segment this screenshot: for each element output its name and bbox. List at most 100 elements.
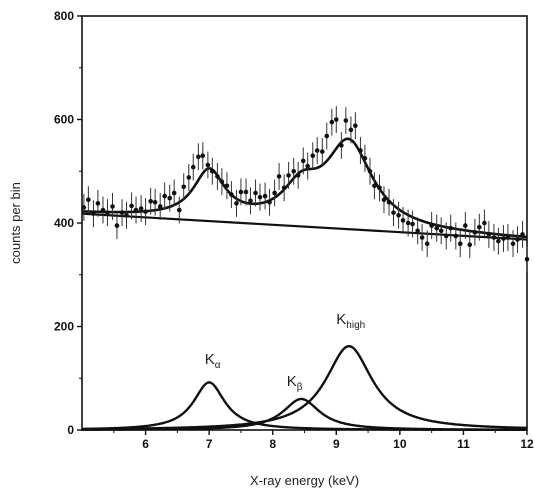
- data-point: [353, 123, 358, 129]
- data-point: [286, 173, 291, 178]
- data-point: [415, 228, 420, 234]
- data-point: [424, 241, 430, 246]
- data-point: [410, 221, 415, 227]
- plot-area: [81, 106, 530, 432]
- data-point: [124, 212, 129, 218]
- data-point: [200, 153, 206, 159]
- data-point: [386, 200, 392, 205]
- data-point: [133, 207, 139, 213]
- data-point: [272, 190, 277, 196]
- data-point: [329, 119, 335, 125]
- data-point: [434, 225, 440, 231]
- peak-label: Kα: [205, 351, 221, 371]
- data-point: [281, 185, 287, 191]
- data-point: [138, 206, 144, 211]
- data-point: [339, 143, 344, 148]
- data-point: [310, 153, 316, 159]
- data-point: [257, 194, 263, 200]
- baseline-line: [81, 212, 528, 241]
- data-point: [215, 174, 220, 179]
- data-point: [186, 175, 192, 180]
- y-tick-label: 400: [54, 216, 74, 230]
- data-point: [515, 237, 520, 242]
- data-point: [238, 189, 244, 195]
- data-point: [276, 174, 282, 179]
- data-point: [305, 163, 310, 169]
- data-point: [253, 190, 258, 196]
- x-tick-label: 10: [393, 437, 407, 451]
- peak-label-main: K: [336, 311, 346, 328]
- data-point: [176, 207, 182, 213]
- data-point: [491, 235, 497, 240]
- data-point: [429, 223, 434, 228]
- data-point: [362, 156, 368, 161]
- data-point: [457, 241, 463, 246]
- data-point: [453, 233, 459, 239]
- data-point: [477, 224, 482, 230]
- x-tick-label: 11: [457, 437, 470, 451]
- fit-curve: [81, 137, 528, 239]
- data-point: [510, 241, 516, 246]
- peak-label-subscript: high: [346, 320, 365, 331]
- data-point: [524, 256, 530, 262]
- x-tick-label: 12: [520, 437, 534, 451]
- data-point: [86, 197, 91, 203]
- data-point: [219, 179, 225, 184]
- data-point: [377, 185, 382, 191]
- data-point: [162, 193, 167, 199]
- data-point: [520, 232, 525, 237]
- data-point: [372, 183, 377, 189]
- peak-curve: [81, 344, 528, 431]
- data-point: [114, 223, 120, 228]
- data-point: [443, 233, 449, 239]
- data-point: [105, 210, 110, 215]
- data-point: [486, 232, 492, 237]
- data-point: [157, 204, 163, 209]
- data-point: [196, 154, 201, 160]
- data-point: [295, 173, 301, 178]
- data-point: [320, 149, 325, 154]
- data-point: [482, 220, 487, 226]
- y-tick-label: 800: [54, 9, 74, 23]
- data-point: [438, 228, 444, 234]
- data-point: [148, 198, 153, 204]
- peak-label: Kβ: [287, 373, 303, 393]
- data-point: [405, 220, 411, 226]
- data-point: [367, 168, 373, 174]
- peak-label-subscript: α: [215, 360, 221, 371]
- data-point: [110, 204, 115, 209]
- data-point: [181, 184, 187, 190]
- data-point: [381, 197, 387, 203]
- data-point: [171, 190, 177, 196]
- data-point: [81, 205, 87, 210]
- data-point: [95, 201, 101, 206]
- data-point: [119, 210, 125, 215]
- data-point: [358, 148, 363, 153]
- data-point: [143, 209, 148, 214]
- data-point: [501, 236, 506, 241]
- data-point: [324, 133, 330, 139]
- peak-label-main: K: [287, 373, 297, 390]
- y-tick-label: 600: [54, 113, 74, 127]
- x-tick-label: 9: [333, 437, 340, 451]
- data-point: [262, 193, 268, 199]
- data-point: [343, 118, 349, 123]
- data-point: [419, 235, 425, 240]
- data-point: [300, 158, 306, 164]
- data-point: [505, 235, 511, 240]
- peak-label-main: K: [205, 351, 215, 368]
- data-point: [314, 148, 320, 153]
- data-point: [91, 211, 96, 216]
- data-point: [496, 238, 501, 244]
- y-axis-title: counts per bin: [8, 182, 23, 264]
- data-point: [243, 189, 249, 195]
- plot-frame: [81, 15, 528, 431]
- data-point: [467, 242, 473, 248]
- data-point: [333, 117, 339, 122]
- data-point: [391, 210, 396, 215]
- peak-label-subscript: β: [297, 382, 303, 393]
- data-point: [291, 168, 296, 174]
- data-point: [129, 203, 134, 209]
